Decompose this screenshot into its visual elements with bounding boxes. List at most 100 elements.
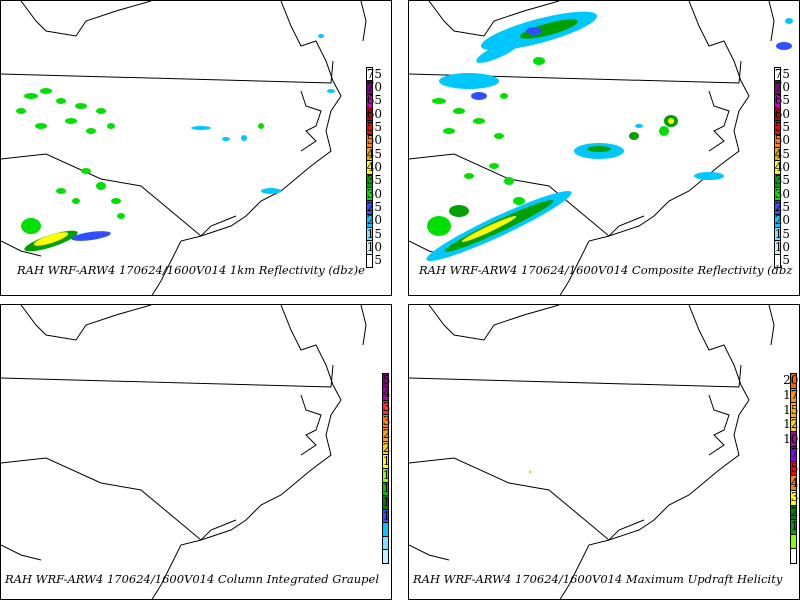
panel-caption: RAH WRF-ARW4 170624/1600V014 Maximum Upd… [413,572,783,586]
colorbar-label: 20 [790,504,799,519]
colorbar-swatch [366,253,373,268]
map-panel-composite-reflectivity: 75 70 65 60 55 50 45 40 35 30 25 20 15 10 5 RAH WRF-AR… [408,0,800,296]
colorbar-label: 10 [774,240,790,254]
state-border-wv [20,1,152,37]
state-border-wv [428,1,560,37]
delmarva-outline [360,305,367,346]
colorbar-label: 5 [374,253,382,268]
sound-outline [300,394,322,456]
colorbar-label: 125 [783,417,799,432]
sound-outline [300,90,322,152]
colorbar-label: 175 [783,387,799,402]
colorbar-label: 75 [774,66,790,81]
state-border-ga [409,544,450,561]
colorbar-label: 20 [382,440,391,455]
coastline [151,305,342,599]
colorbar-label: 25 [366,200,382,214]
coastline [151,1,342,295]
colorbar-label: 60 [366,106,382,121]
colorbar-label: 65 [366,93,382,108]
state-border-wv [20,305,152,341]
panel-caption: RAH WRF-ARW4 170624/1600V014 Column Inte… [5,572,380,586]
colorbar-label: 70 [774,80,790,94]
colorbar-label: 4 [390,550,391,562]
colorbar-label: 8 [390,523,391,535]
colorbar-label: 45 [366,146,382,161]
colorbar-label: 40 [366,160,382,174]
colorbar-label: 12 [790,519,799,534]
coastline [559,1,750,295]
colorbar-label: 100 [783,431,799,446]
state-border-nc-sc [1,153,237,237]
map-panel-1km-reflectivity: 75 70 65 60 55 50 45 40 35 30 25 20 15 10 5 RAH WRF-AR… [0,0,392,296]
colorbar-swatch [774,253,781,268]
colorbar-label: 12 [382,494,391,509]
coastline [559,305,750,599]
state-border-wv [428,305,560,341]
reflectivity-echoes [426,11,793,262]
colorbar-label: 200 [783,373,799,388]
colorbar-label: 40 [774,160,790,174]
colorbar-label: 55 [366,120,382,134]
colorbar-label: 30 [366,186,382,201]
colorbar-label: 70 [366,80,382,94]
colorbar-swatch [790,548,797,564]
state-border-ga [1,544,42,561]
delmarva-outline [768,1,775,42]
colorbar-label: 45 [774,146,790,161]
colorbar-label: 20 [774,213,790,228]
colorbar-label: 35 [382,399,391,414]
colorbar-label: 6 [390,537,391,549]
colorbar-label: 30 [790,490,799,505]
colorbar-label: 35 [774,173,790,188]
state-border-va-nc [1,364,334,388]
colorbar-label: 50 [790,461,799,475]
delmarva-outline [360,1,367,42]
colorbar-label: 25 [774,200,790,214]
colorbar-legend: 50403530252018161412108 64 [382,373,391,564]
reflectivity-echoes [16,34,335,252]
colorbar-label: 8 [798,535,799,547]
colorbar-label: 35 [366,173,382,188]
colorbar-label: 60 [774,106,790,121]
colorbar-label: 55 [774,120,790,134]
sound-outline [708,394,730,456]
colorbar-label: 75 [790,446,799,461]
state-border-ga [1,240,42,257]
panel-caption: RAH WRF-ARW4 170624/1600V014 Composite R… [419,263,793,277]
basemap [409,1,793,295]
colorbar-swatch [790,533,797,550]
colorbar-label: 50 [366,133,382,148]
colorbar-label: 15 [366,226,382,241]
colorbar-label: 4 [798,550,799,562]
state-border-nc-sc [409,153,645,237]
delmarva-outline [768,305,775,346]
colorbar-label: 10 [382,508,391,523]
colorbar-label: 5 [782,253,790,268]
sound-outline [708,90,730,152]
colorbar-label: 15 [774,226,790,241]
colorbar-label: 50 [774,133,790,148]
colorbar-legend: 75 70 65 60 55 50 45 40 35 30 25 20 15 10 5 [774,66,799,268]
colorbar-label: 40 [790,475,799,490]
state-border-va-nc [409,60,742,84]
state-border-nc-sc [409,457,645,541]
colorbar-label: 14 [382,481,391,496]
colorbar-label: 30 [382,413,391,428]
colorbar-swatch [382,535,389,551]
colorbar-swatch [382,549,389,564]
basemap [409,305,775,599]
colorbar-legend: 75 70 65 60 55 50 45 40 35 30 25 20 15 10 5 [366,67,391,268]
state-border-nc-sc [1,457,237,541]
map-panel-column-integrated-graupel: 50403530252018161412108 64 RAH WRF-ARW4 1… [0,304,392,600]
helicity-dot [529,471,531,473]
colorbar-label: 150 [783,402,799,417]
panel-caption: RAH WRF-ARW4 170624/1600V014 1km Reflect… [17,263,365,277]
colorbar-label: 18 [382,454,391,469]
colorbar-label: 40 [382,386,391,401]
state-border-va-nc [409,364,742,388]
colorbar-label: 20 [366,213,382,228]
colorbar-label: 10 [366,240,382,254]
state-border-va-nc [1,60,334,84]
basemap [1,305,367,599]
